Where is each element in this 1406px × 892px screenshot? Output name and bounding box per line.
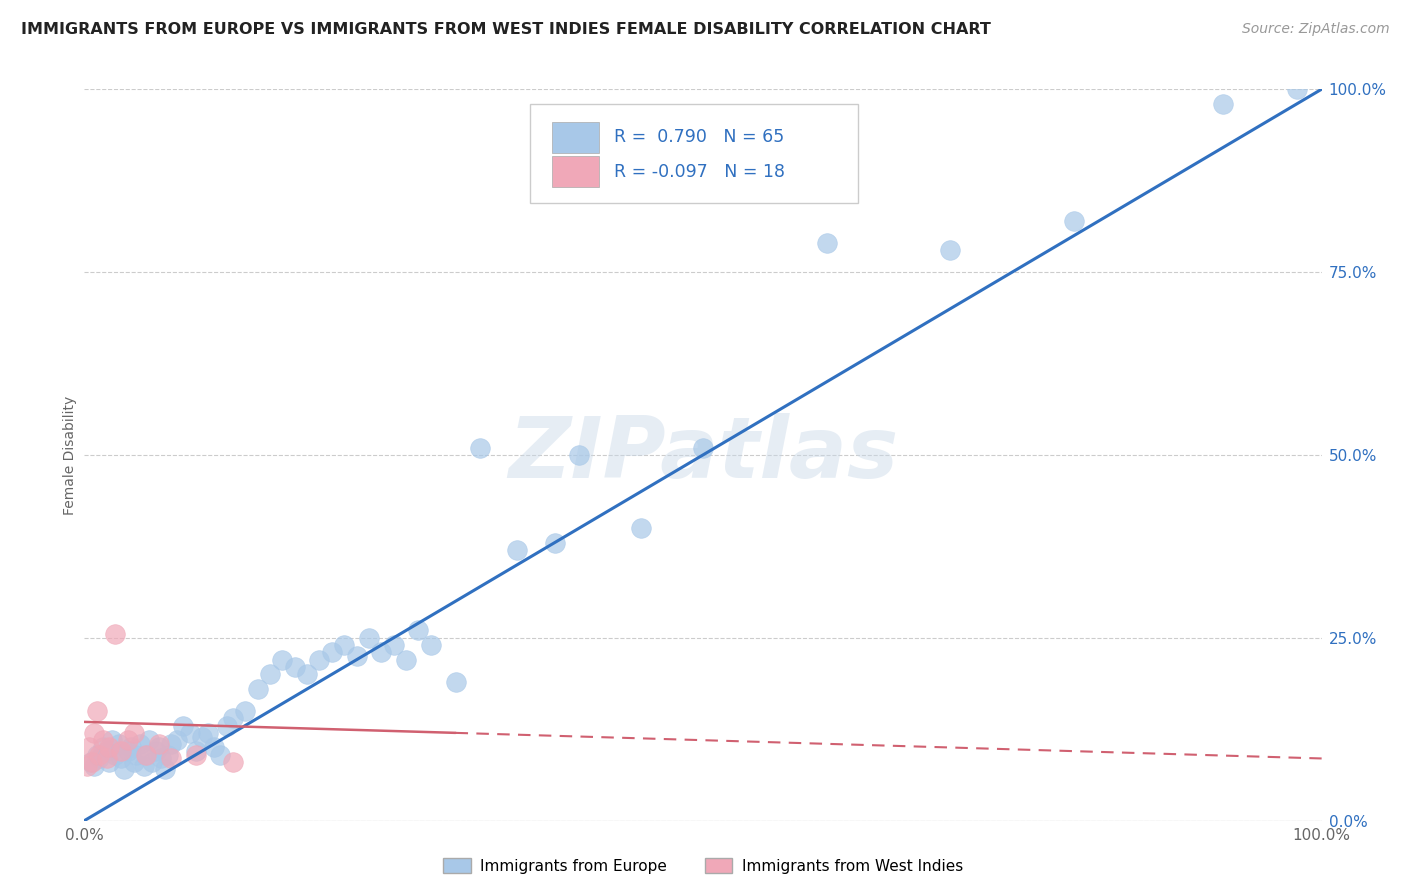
Point xyxy=(202,740,225,755)
Point xyxy=(419,638,441,652)
Point xyxy=(184,744,207,758)
Point xyxy=(117,744,139,758)
Point xyxy=(138,733,160,747)
Point xyxy=(630,521,652,535)
Bar xyxy=(553,122,599,153)
Point xyxy=(160,751,183,765)
Point xyxy=(568,448,591,462)
Point xyxy=(357,631,380,645)
Point xyxy=(135,747,157,762)
Point xyxy=(506,543,529,558)
Point xyxy=(110,744,132,758)
Text: IMMIGRANTS FROM EUROPE VS IMMIGRANTS FROM WEST INDIES FEMALE DISABILITY CORRELAT: IMMIGRANTS FROM EUROPE VS IMMIGRANTS FRO… xyxy=(21,22,991,37)
Point xyxy=(295,667,318,681)
Point xyxy=(308,653,330,667)
Point xyxy=(284,660,307,674)
Point xyxy=(346,649,368,664)
Text: Source: ZipAtlas.com: Source: ZipAtlas.com xyxy=(1241,22,1389,37)
Point xyxy=(815,235,838,250)
Point xyxy=(1285,82,1308,96)
Point xyxy=(470,441,492,455)
Point xyxy=(96,744,118,758)
Point xyxy=(166,733,188,747)
Point xyxy=(321,645,343,659)
Point xyxy=(104,747,127,762)
Legend: Immigrants from Europe, Immigrants from West Indies: Immigrants from Europe, Immigrants from … xyxy=(437,852,969,880)
Point xyxy=(382,638,405,652)
Point xyxy=(76,758,98,772)
Point xyxy=(1063,214,1085,228)
Point xyxy=(222,711,245,725)
Point xyxy=(132,758,155,772)
Point xyxy=(80,755,103,769)
Point xyxy=(692,441,714,455)
Point xyxy=(157,747,180,762)
Point xyxy=(141,755,163,769)
Point xyxy=(112,763,135,777)
Point xyxy=(91,740,114,755)
Point xyxy=(89,747,111,762)
Point xyxy=(370,645,392,659)
Point xyxy=(172,718,194,732)
Text: R =  0.790   N = 65: R = 0.790 N = 65 xyxy=(614,128,785,146)
Point xyxy=(98,755,121,769)
Point xyxy=(184,747,207,762)
Point xyxy=(120,740,142,755)
Text: R = -0.097   N = 18: R = -0.097 N = 18 xyxy=(614,163,785,181)
Point xyxy=(104,627,127,641)
Text: ZIPatlas: ZIPatlas xyxy=(508,413,898,497)
Point xyxy=(79,740,101,755)
Point xyxy=(98,740,121,755)
Point xyxy=(246,681,269,696)
Y-axis label: Female Disability: Female Disability xyxy=(63,395,77,515)
Point xyxy=(122,726,145,740)
Point xyxy=(150,751,173,765)
Point xyxy=(86,704,108,718)
Point xyxy=(1212,96,1234,111)
Point xyxy=(408,624,430,638)
Point xyxy=(122,755,145,769)
Point xyxy=(148,740,170,755)
Point xyxy=(129,737,152,751)
Point xyxy=(197,726,219,740)
Bar xyxy=(553,156,599,187)
Point xyxy=(100,733,122,747)
Point xyxy=(108,737,131,751)
Point xyxy=(117,733,139,747)
Point xyxy=(83,726,105,740)
Point xyxy=(91,733,114,747)
Point xyxy=(110,751,132,765)
Point xyxy=(125,747,148,762)
Point xyxy=(79,755,101,769)
Point xyxy=(96,751,118,765)
Point xyxy=(179,726,201,740)
Point xyxy=(271,653,294,667)
Point xyxy=(222,755,245,769)
Point xyxy=(333,638,356,652)
Point xyxy=(543,535,565,549)
Point xyxy=(148,737,170,751)
Point xyxy=(135,747,157,762)
Point xyxy=(233,704,256,718)
Point xyxy=(145,744,167,758)
Point xyxy=(191,730,214,744)
Point xyxy=(160,737,183,751)
Point xyxy=(259,667,281,681)
Point xyxy=(444,674,467,689)
Point xyxy=(86,747,108,762)
Point xyxy=(83,758,105,772)
Point xyxy=(209,747,232,762)
FancyBboxPatch shape xyxy=(530,103,858,202)
Point xyxy=(153,763,176,777)
Point xyxy=(215,718,238,732)
Point xyxy=(939,243,962,257)
Point xyxy=(89,751,111,765)
Point xyxy=(395,653,418,667)
